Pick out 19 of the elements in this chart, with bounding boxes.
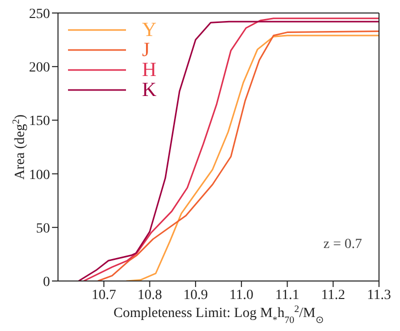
legend-label: H [142, 58, 156, 82]
annotation: z = 0.7 [323, 237, 362, 253]
legend-label: J [142, 38, 150, 62]
x-tick-label: 10.8 [137, 288, 162, 303]
y-tick-label: 150 [29, 114, 50, 130]
legend-label: Y [142, 18, 156, 42]
x-tick-label: 11.0 [229, 288, 254, 303]
y-tick-label: 250 [29, 6, 50, 22]
y-tick-label: 200 [29, 60, 50, 76]
legend-label: K [142, 78, 156, 102]
x-tick-label: 11.1 [275, 288, 300, 303]
y-tick-label: 50 [36, 221, 50, 236]
x-tick-label: 10.7 [92, 288, 116, 303]
x-tick-label: 10.9 [183, 288, 208, 303]
y-tick-label: 100 [29, 168, 50, 183]
y-tick-label: 0 [43, 274, 50, 290]
x-tick-label: 11.3 [367, 288, 391, 303]
x-axis-title: Completeness Limit: Log M$_{*}$h$_{70}$$^{2}$/M$_{⊙}$ [114, 304, 324, 326]
x-tick-label: 11.2 [321, 288, 346, 303]
